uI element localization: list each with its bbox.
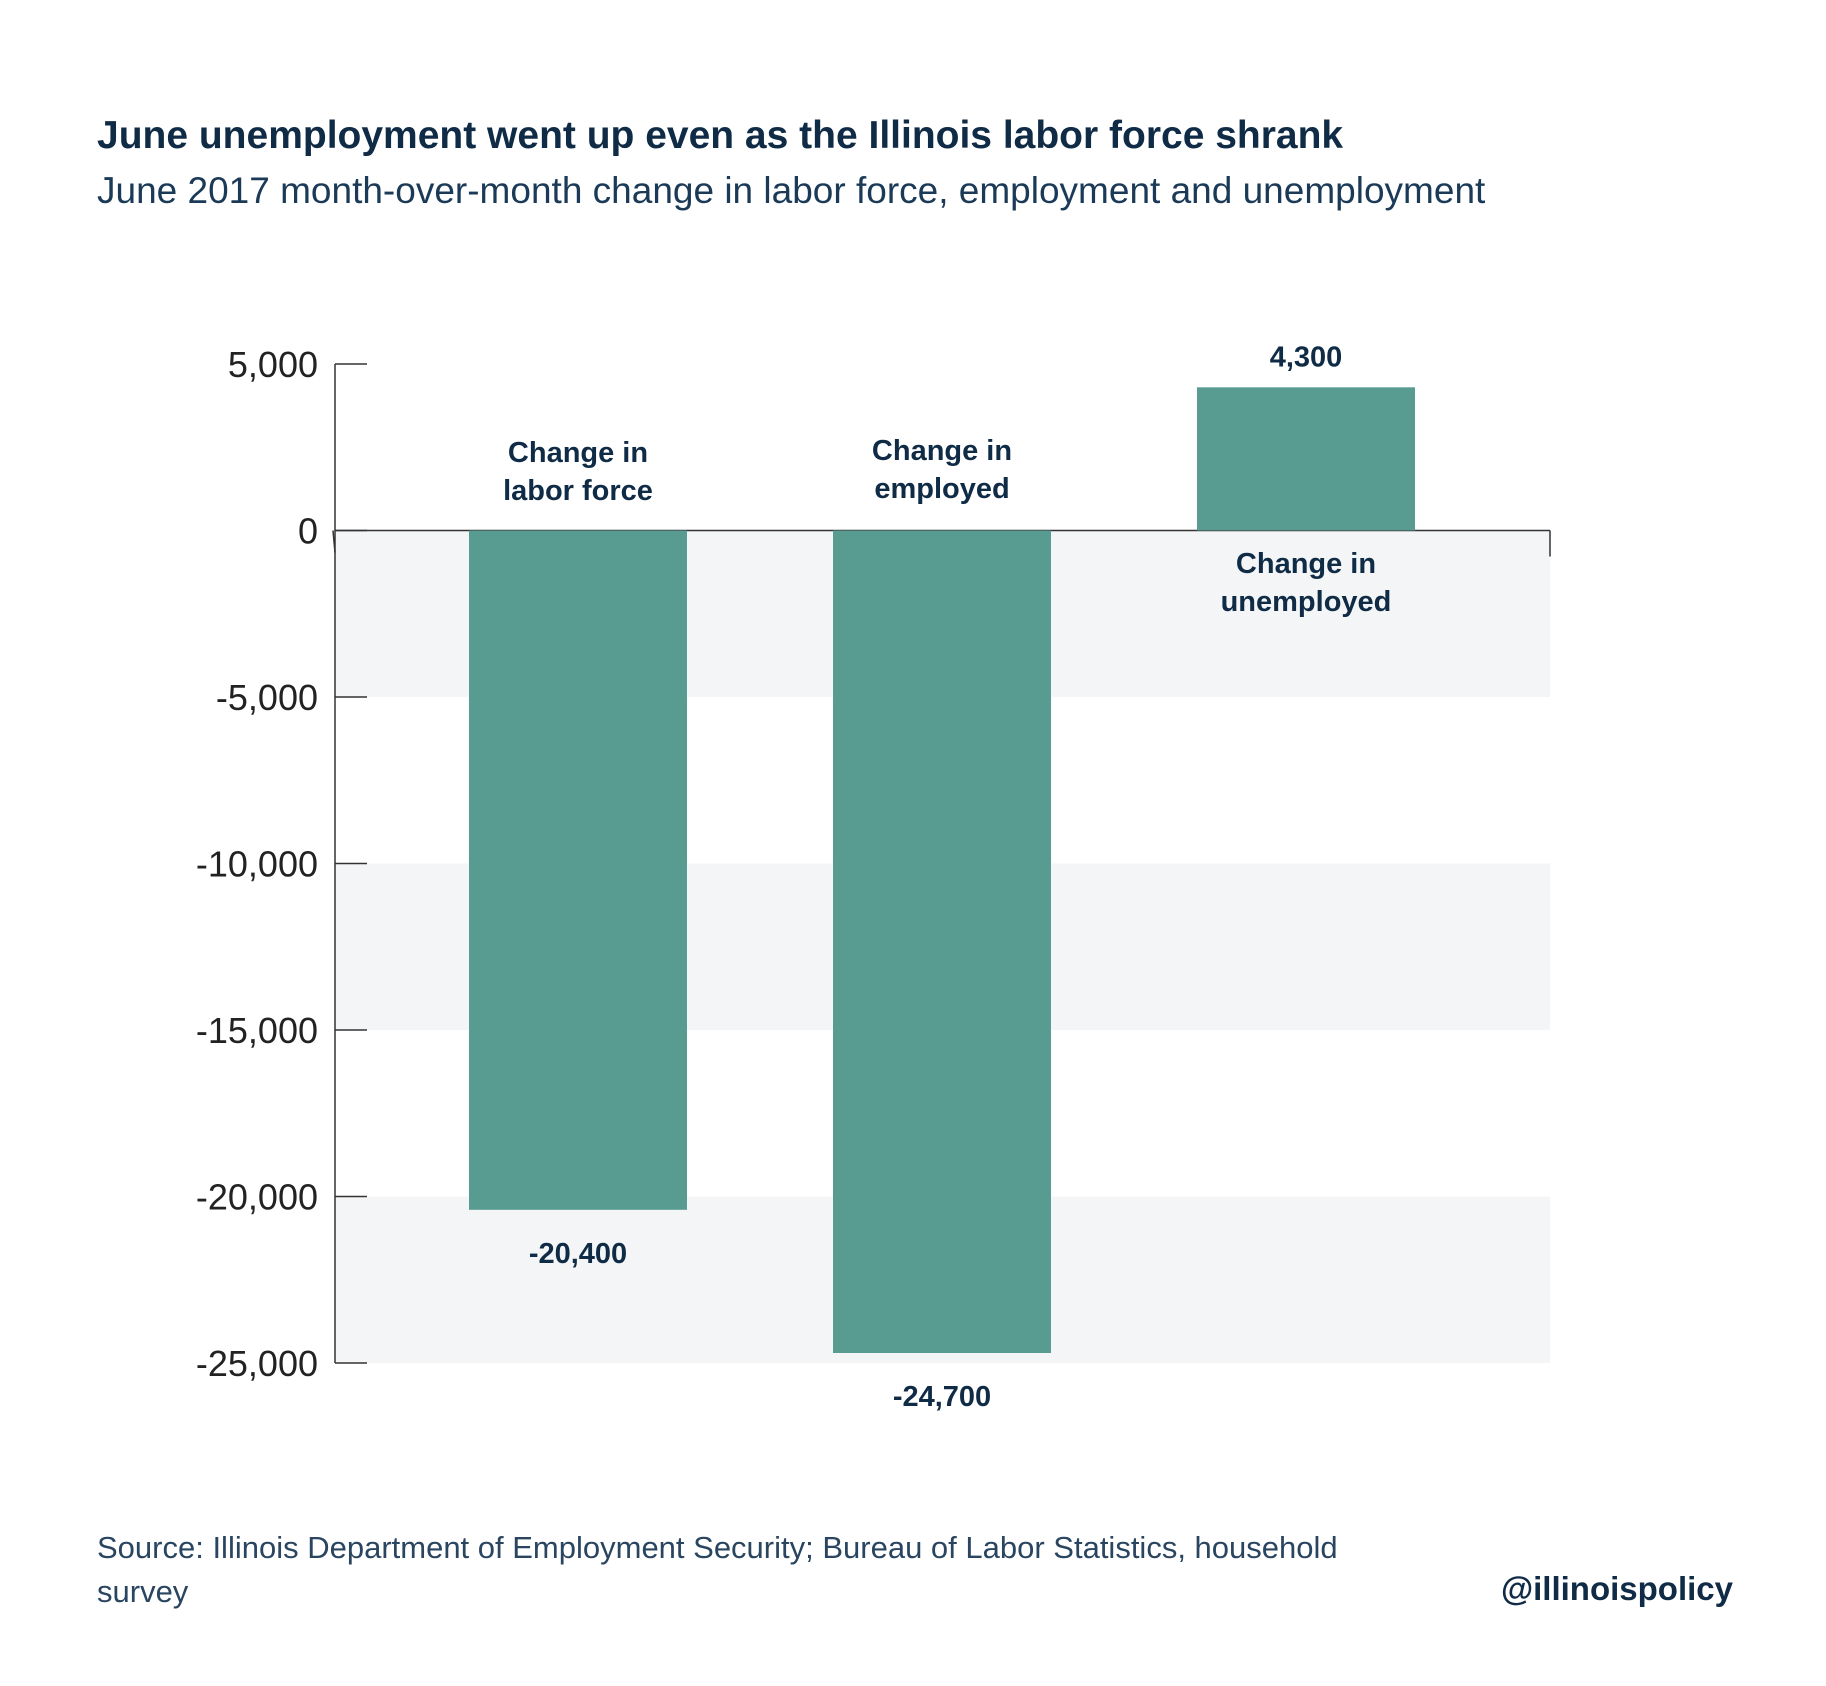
y-tick-label: -15,000 [196, 1010, 318, 1051]
social-handle: @illinoispolicy [1500, 1570, 1733, 1607]
y-tick-label: -10,000 [196, 844, 318, 885]
labels: -20,400 Change in labor force -24,700 Change… [503, 341, 1391, 1413]
category-label: Change in labor force [503, 437, 653, 507]
category-label: Change in employed [872, 435, 1012, 505]
bar [1197, 387, 1415, 531]
bar [833, 530, 1051, 1354]
category-label: Change in unemployed [1221, 548, 1392, 618]
chart-subtitle: June 2017 month-over-month change in lab… [97, 170, 1486, 211]
y-tick-label: 5,000 [228, 344, 318, 385]
bars [469, 387, 1415, 1354]
bar-value-label: -20,400 [529, 1238, 627, 1270]
zero-left-tick [332, 530, 336, 553]
bar [469, 530, 687, 1210]
y-tick-label: 0 [298, 511, 318, 552]
y-tick-label: -20,000 [196, 1177, 318, 1218]
y-tick-label: -25,000 [196, 1343, 318, 1384]
y-tick-label: -5,000 [216, 677, 318, 718]
source-note: Source: Illinois Department of Employmen… [97, 1530, 1338, 1609]
chart-title: June unemployment went up even as the Il… [97, 114, 1344, 157]
bar-value-label: 4,300 [1270, 341, 1343, 373]
bar-value-label: -24,700 [893, 1381, 991, 1413]
